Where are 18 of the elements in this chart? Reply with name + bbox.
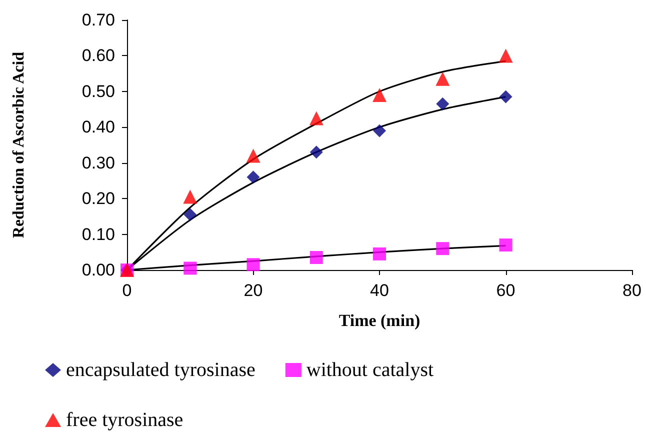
y-axis-title: Reduction of Ascorbic Acid xyxy=(10,52,28,238)
y-tick-label: 0.30 xyxy=(82,153,115,172)
legend-label: free tyrosinase xyxy=(66,409,184,431)
legend-label: without catalyst xyxy=(306,359,434,381)
x-axis-title: Time (min) xyxy=(338,311,420,330)
y-tick-label: 0.60 xyxy=(82,46,115,66)
x-tick-label: 0 xyxy=(122,281,132,300)
x-tick-label: 20 xyxy=(244,281,263,300)
y-tick-label: 0.00 xyxy=(82,260,115,280)
x-tick-label: 80 xyxy=(622,281,642,300)
y-tick-label: 0.10 xyxy=(82,224,115,244)
legend-label: encapsulated tyrosinase xyxy=(66,359,256,381)
y-tick-label: 0.70 xyxy=(82,10,115,30)
x-tick-label: 40 xyxy=(370,281,389,300)
y-tick-label: 0.50 xyxy=(82,82,115,101)
x-tick-label: 60 xyxy=(496,281,516,300)
y-tick-label: 0.20 xyxy=(82,189,115,208)
y-tick-label: 0.40 xyxy=(82,118,115,137)
